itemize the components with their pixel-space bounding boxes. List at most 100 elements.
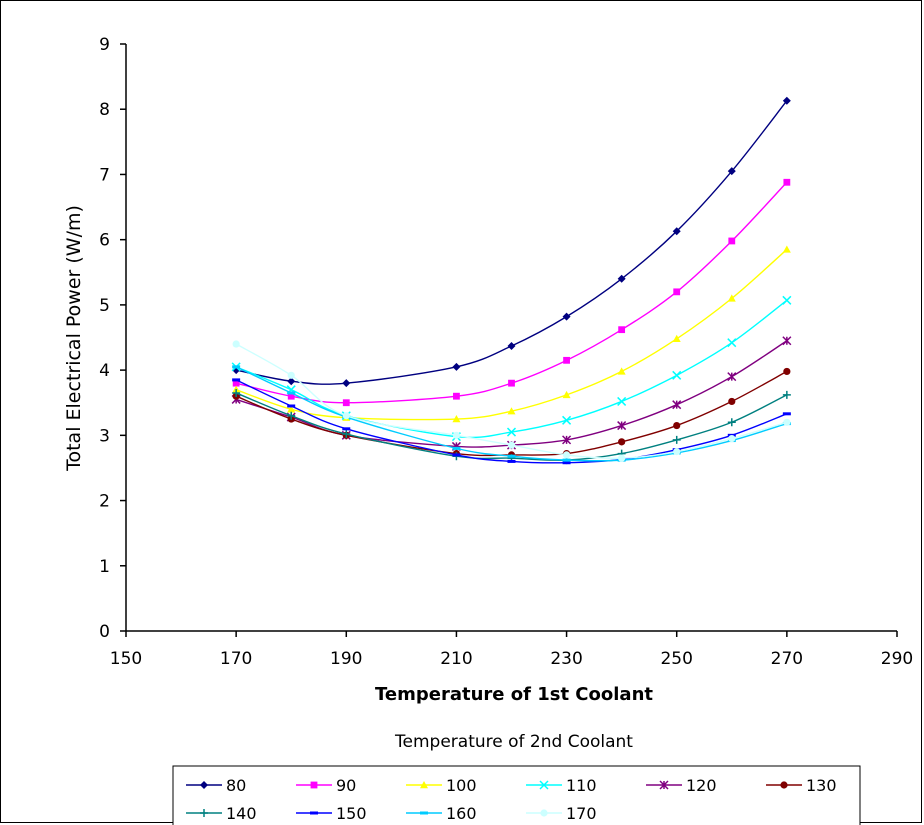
y-ticks: 0 1 2 3 4 5 6 7 8 9 xyxy=(99,35,126,642)
series-90 xyxy=(232,178,791,407)
data-point xyxy=(617,396,627,406)
series-line xyxy=(235,370,788,457)
data-point xyxy=(783,367,791,376)
data-point xyxy=(673,288,681,296)
data-point xyxy=(342,427,351,431)
x-tick-label: 190 xyxy=(330,649,362,669)
x-tick-label: 250 xyxy=(660,649,692,669)
legend-label: 140 xyxy=(226,804,257,823)
data-point xyxy=(452,431,461,439)
x-tick-label: 230 xyxy=(550,649,582,669)
data-point xyxy=(506,427,517,437)
data-point xyxy=(672,400,682,410)
data-point xyxy=(540,809,548,817)
data-point xyxy=(727,167,736,176)
data-point xyxy=(618,438,626,446)
data-point xyxy=(287,377,296,386)
legend-item: 110 xyxy=(526,776,597,795)
legend-item: 170 xyxy=(526,804,597,823)
data-point xyxy=(782,390,791,399)
data-point xyxy=(617,367,626,375)
series-line xyxy=(235,392,788,461)
y-tick-label: 3 xyxy=(99,426,110,446)
data-point xyxy=(783,178,791,186)
data-point xyxy=(618,454,626,462)
x-ticks: 150 170 190 210 230 250 270 290 xyxy=(110,631,913,669)
data-point xyxy=(232,388,241,397)
data-point xyxy=(507,441,516,449)
data-point xyxy=(728,397,736,406)
data-point xyxy=(287,411,296,420)
legend-item: 140 xyxy=(186,804,257,823)
series-line xyxy=(235,248,788,421)
legend-item: 100 xyxy=(406,776,477,795)
data-point xyxy=(783,418,791,426)
data-point xyxy=(508,379,515,387)
x-tick-label: 150 xyxy=(110,649,142,669)
data-point xyxy=(727,338,737,348)
data-point xyxy=(452,362,461,371)
data-point xyxy=(672,227,681,236)
data-point xyxy=(727,294,736,302)
legend-item: 120 xyxy=(646,776,717,795)
data-point xyxy=(617,274,626,283)
data-point xyxy=(342,399,350,407)
series-line xyxy=(235,181,788,404)
legend-item: 160 xyxy=(406,804,477,823)
x-axis-title: Temperature of 1st Coolant xyxy=(375,684,653,705)
data-point xyxy=(420,811,428,815)
data-point xyxy=(562,461,571,465)
series-170 xyxy=(232,340,791,462)
data-point xyxy=(562,451,571,459)
series-line xyxy=(235,343,788,459)
legend-item: 90 xyxy=(296,776,356,795)
data-point xyxy=(452,453,461,457)
data-point xyxy=(562,390,571,399)
data-point xyxy=(200,781,208,789)
data-point xyxy=(507,454,516,458)
data-point xyxy=(342,430,351,439)
data-point xyxy=(780,781,788,789)
data-point xyxy=(562,415,572,425)
legend-item: 150 xyxy=(296,804,367,823)
series-120 xyxy=(231,336,792,451)
legend-label: 100 xyxy=(446,776,477,795)
legend: 80 90 100 110 120 130 140 150 160 170 xyxy=(172,765,861,825)
data-point xyxy=(507,407,516,415)
data-point xyxy=(452,446,461,450)
data-point xyxy=(782,336,792,346)
data-point xyxy=(287,371,295,379)
legend-label: 130 xyxy=(806,776,837,795)
data-point xyxy=(452,415,461,423)
data-point xyxy=(287,392,295,400)
data-point xyxy=(782,412,791,416)
y-tick-label: 7 xyxy=(99,165,110,185)
data-point xyxy=(782,245,791,253)
series-line xyxy=(235,366,788,462)
y-tick-label: 8 xyxy=(99,100,110,120)
data-point xyxy=(562,435,572,445)
data-point xyxy=(232,379,240,387)
data-point xyxy=(232,378,241,382)
legend-item: 130 xyxy=(766,776,837,795)
legend-label: 150 xyxy=(336,804,367,823)
legend-label: 110 xyxy=(566,776,597,795)
x-tick-label: 210 xyxy=(440,649,472,669)
data-point xyxy=(232,340,240,348)
series-80 xyxy=(232,96,791,388)
data-point xyxy=(310,811,318,815)
data-point xyxy=(287,405,296,413)
y-tick-label: 4 xyxy=(99,361,110,381)
legend-label: 80 xyxy=(226,776,246,795)
data-point xyxy=(782,96,791,105)
data-point xyxy=(562,312,571,321)
data-point xyxy=(507,341,516,350)
series-line xyxy=(235,299,788,439)
data-point xyxy=(727,418,736,427)
legend-label: 170 xyxy=(566,804,597,823)
x-tick-label: 290 xyxy=(881,649,913,669)
data-point xyxy=(287,404,296,408)
data-point xyxy=(728,434,736,443)
